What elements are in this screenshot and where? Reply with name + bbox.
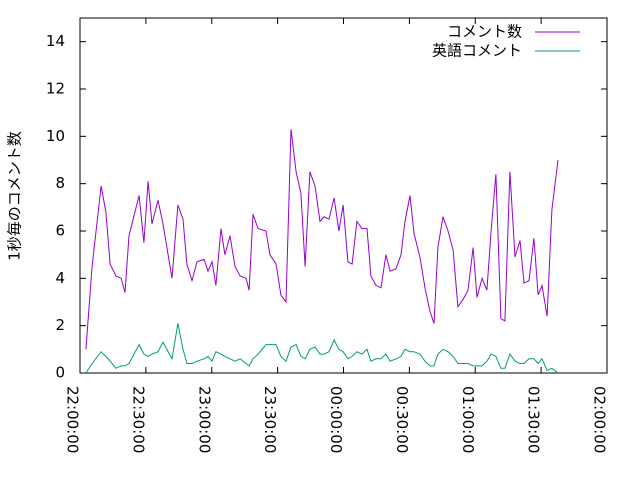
y-tick-label: 4 [55, 269, 65, 287]
x-tick-label: 00:00:00 [327, 386, 345, 453]
x-tick-label: 22:00:00 [64, 386, 82, 453]
x-tick-label: 23:00:00 [195, 386, 213, 453]
x-tick-label: 00:30:00 [393, 386, 411, 453]
plot-border [79, 17, 608, 374]
series-line [85, 129, 559, 350]
y-tick-label: 0 [55, 364, 65, 382]
y-tick-label: 6 [55, 222, 65, 240]
y-tick-label: 8 [55, 174, 65, 192]
legend-label: 英語コメント [432, 42, 522, 60]
x-tick-label: 01:30:00 [525, 386, 543, 453]
y-tick-label: 14 [46, 32, 65, 50]
legend-label: コメント数 [447, 23, 522, 41]
x-tick-label: 01:00:00 [459, 386, 477, 453]
y-axis-label: 1秒毎のコメント数 [6, 131, 24, 261]
y-tick-label: 10 [46, 127, 65, 145]
y-tick-label: 12 [46, 80, 65, 98]
y-tick-label: 2 [55, 316, 65, 334]
x-tick-label: 22:30:00 [129, 386, 147, 453]
series-line [85, 323, 559, 374]
x-tick-label: 23:30:00 [261, 386, 279, 453]
x-tick-label: 02:00:00 [591, 386, 609, 453]
